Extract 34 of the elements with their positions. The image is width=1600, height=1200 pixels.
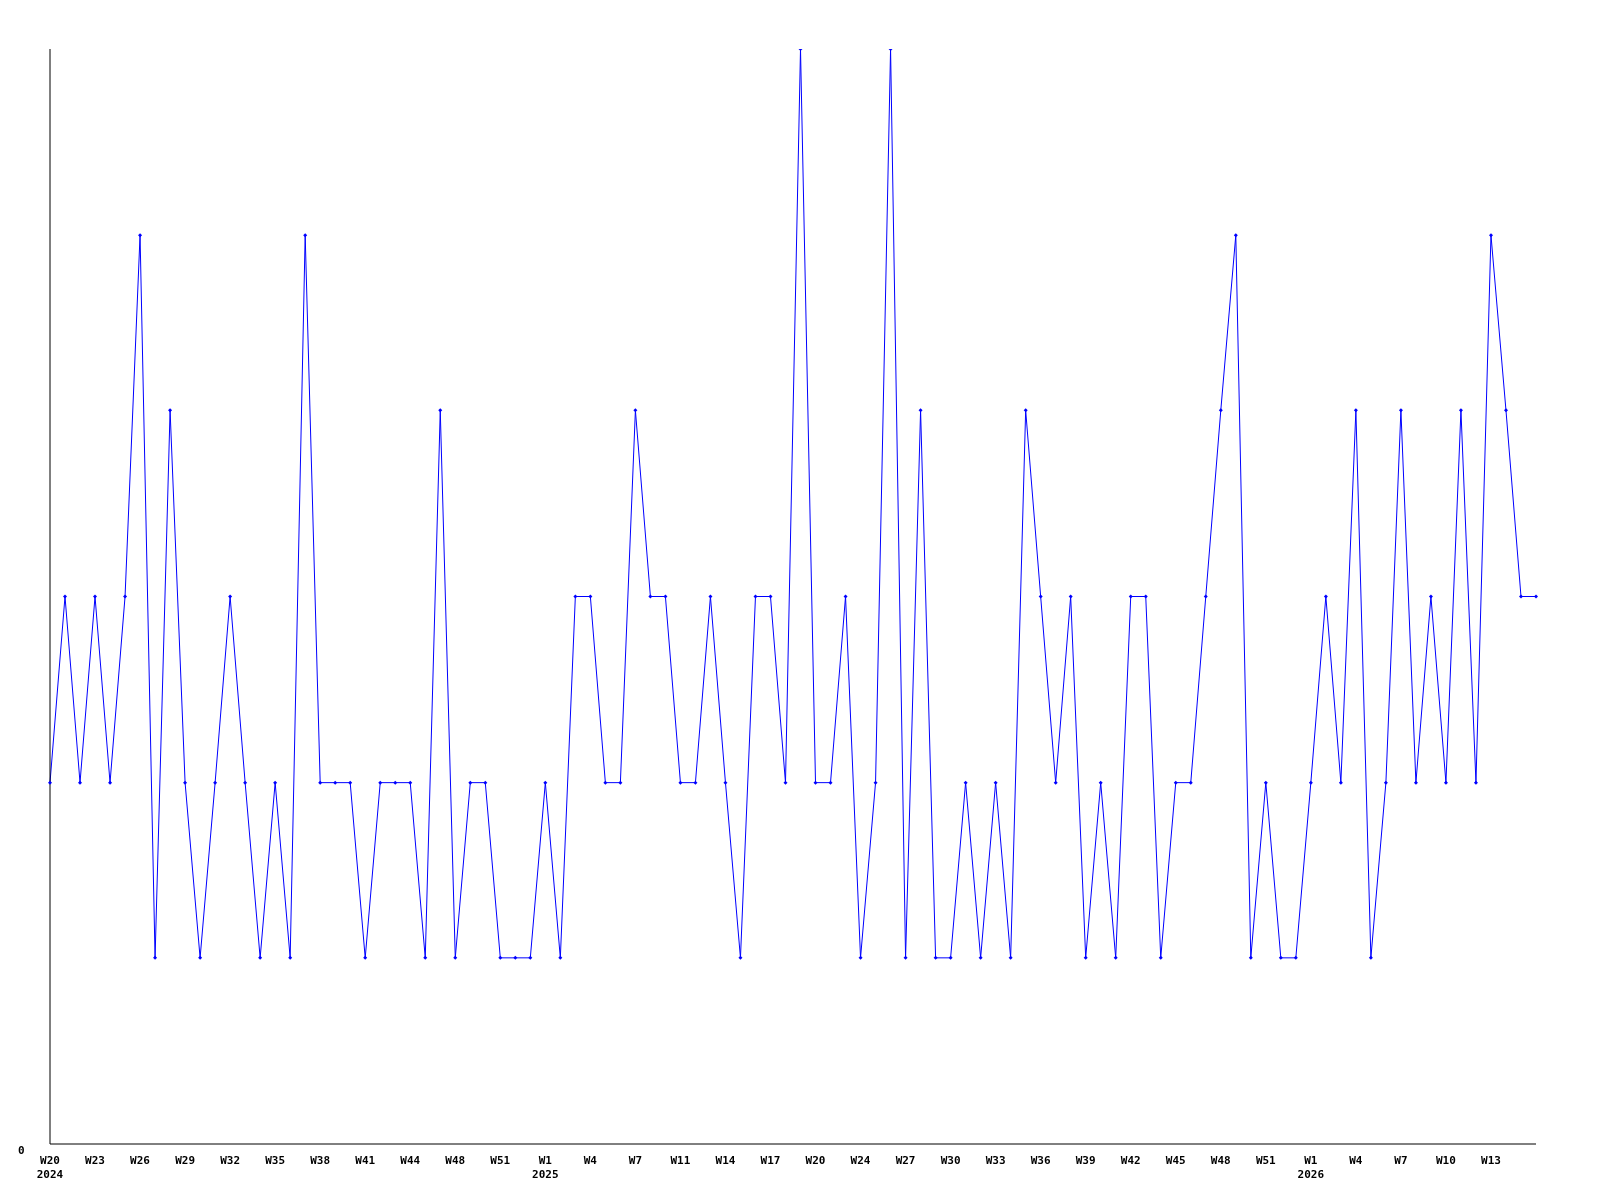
x-tick-label: W4 [583, 1154, 598, 1167]
x-tick-label: W23 [85, 1154, 105, 1167]
x-tick-label: W51 [1255, 1154, 1277, 1167]
x-tick-label: W30 [940, 1154, 961, 1167]
x-tick-label: W17 [760, 1154, 781, 1167]
x-tick-label: W26 [130, 1154, 151, 1167]
x-tick-label: W32 [220, 1154, 241, 1167]
x-tick-label: W24 [850, 1154, 871, 1167]
x-tick-label: W29 [175, 1154, 196, 1167]
x-tick-label: W1 2025 [532, 1154, 559, 1181]
x-tick-label: W1 2026 [1297, 1154, 1325, 1181]
x-tick-label: W36 [1030, 1154, 1051, 1167]
x-tick-label: W48 [1210, 1154, 1231, 1167]
x-tick-label: W20 [805, 1154, 826, 1167]
x-tick-label: W39 [1075, 1154, 1096, 1167]
x-tick-label: W42 [1120, 1154, 1141, 1167]
x-tick-label: W38 [310, 1154, 331, 1167]
x-tick-label: W7 [628, 1154, 643, 1167]
x-tick-label: W27 [895, 1154, 916, 1167]
x-tick-label: W35 [265, 1154, 286, 1167]
x-tick-label: W33 [985, 1154, 1006, 1167]
text: 0 [18, 1144, 25, 1157]
x-tick-label: W45 [1165, 1154, 1186, 1167]
x-tick-label: W51 [490, 1154, 511, 1167]
x-tick-label: W13 [1481, 1154, 1501, 1167]
x-tick-label: W4 [1349, 1154, 1363, 1167]
x-tick-label: W44 [400, 1154, 421, 1167]
x-tick-label: W48 [445, 1154, 466, 1167]
x-tick-label: W41 [355, 1154, 376, 1167]
x-tick-label: W10 [1436, 1154, 1456, 1167]
x-tick-label: W20 2024 [36, 1154, 64, 1181]
x-tick-label: W14 [715, 1154, 736, 1167]
x-tick-label: W11 [670, 1154, 691, 1167]
x-tick-label: W7 [1394, 1154, 1408, 1167]
